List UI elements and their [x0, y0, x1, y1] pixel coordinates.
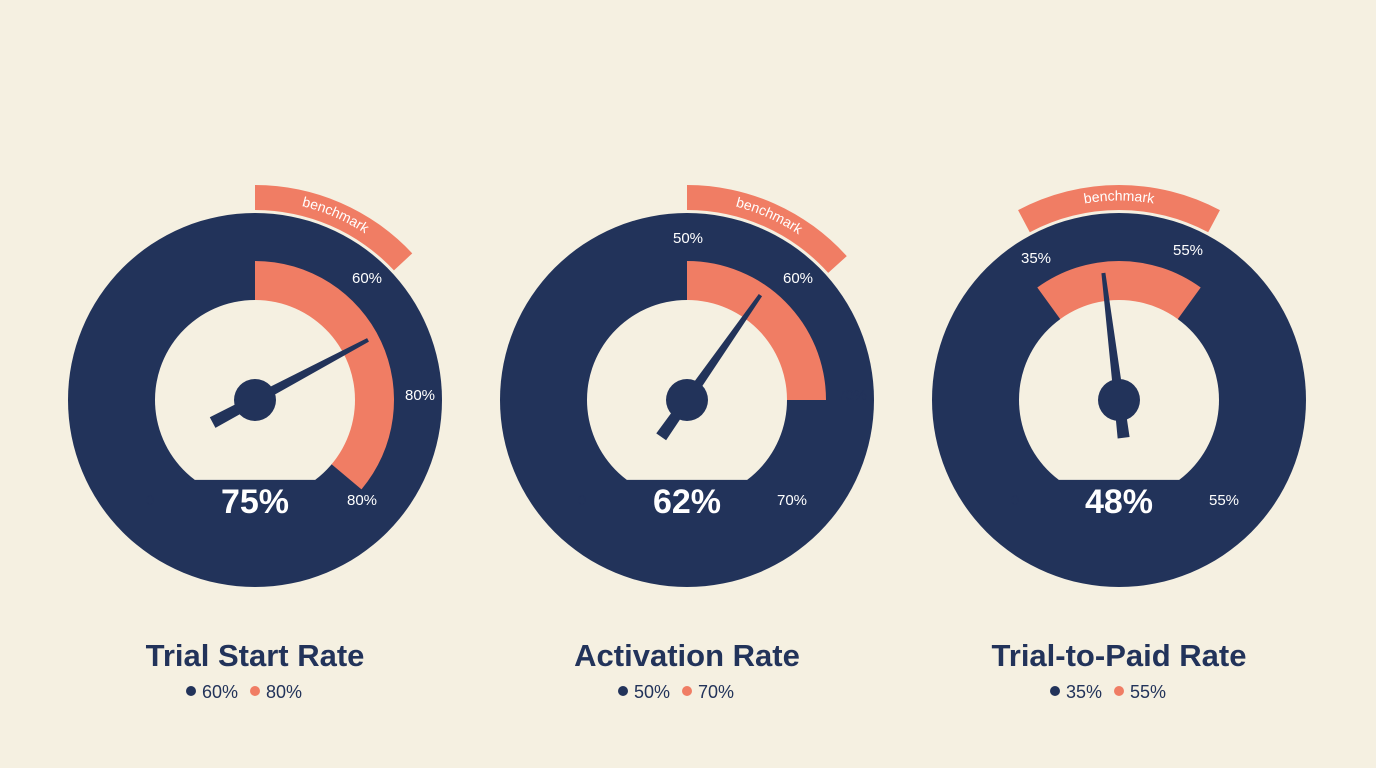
legend-swatch — [1114, 686, 1124, 696]
tick-label: 0 — [578, 492, 586, 509]
legend-swatch — [250, 686, 260, 696]
tick-label: 50% — [673, 230, 703, 247]
legend: 60% 80% — [186, 682, 302, 702]
legend-swatch — [1050, 686, 1060, 696]
legend-swatch — [186, 686, 196, 696]
needle-hub — [234, 379, 276, 421]
needle-hub — [666, 379, 708, 421]
gauge-title: Activation Rate — [574, 638, 800, 673]
tick-label: 60% — [352, 270, 382, 287]
gauge-value: 62% — [653, 483, 721, 521]
legend-label: 50% — [634, 682, 670, 702]
legend-label: 70% — [698, 682, 734, 702]
tick-label: 80% — [347, 492, 377, 509]
benchmark-band — [255, 185, 413, 271]
tick-label: 0 — [1011, 492, 1019, 509]
gauge-value: 48% — [1085, 483, 1153, 521]
tick-label: 70% — [777, 492, 807, 509]
tick-label: 70% — [837, 387, 867, 404]
gauge-3: benchmark 0 35% 55% 55% 48% Trial-to-Paid Rate… — [932, 184, 1306, 702]
legend: 35% 55% — [1050, 682, 1166, 702]
gauge-value: 75% — [221, 483, 289, 521]
tick-label: 55% — [1173, 242, 1203, 259]
benchmark-segment — [255, 261, 394, 490]
legend: 50% 70% — [618, 682, 734, 702]
benchmark-label: benchmark — [1082, 187, 1156, 206]
legend-label: 80% — [266, 682, 302, 702]
tick-label: 80% — [405, 387, 435, 404]
benchmark-band — [687, 185, 847, 273]
tick-label: 60% — [783, 270, 813, 287]
legend-label: 35% — [1066, 682, 1102, 702]
tick-label: 0 — [146, 492, 154, 509]
tick-label: 55% — [1209, 492, 1239, 509]
legend-label: 60% — [202, 682, 238, 702]
legend-swatch — [682, 686, 692, 696]
tick-label: 35% — [1021, 250, 1051, 267]
needle-hub — [1098, 379, 1140, 421]
gauge-title: Trial-to-Paid Rate — [992, 638, 1247, 673]
legend-label: 55% — [1130, 682, 1166, 702]
benchmark-band — [1018, 184, 1220, 233]
legend-swatch — [618, 686, 628, 696]
gauge-title: Trial Start Rate — [146, 638, 365, 673]
